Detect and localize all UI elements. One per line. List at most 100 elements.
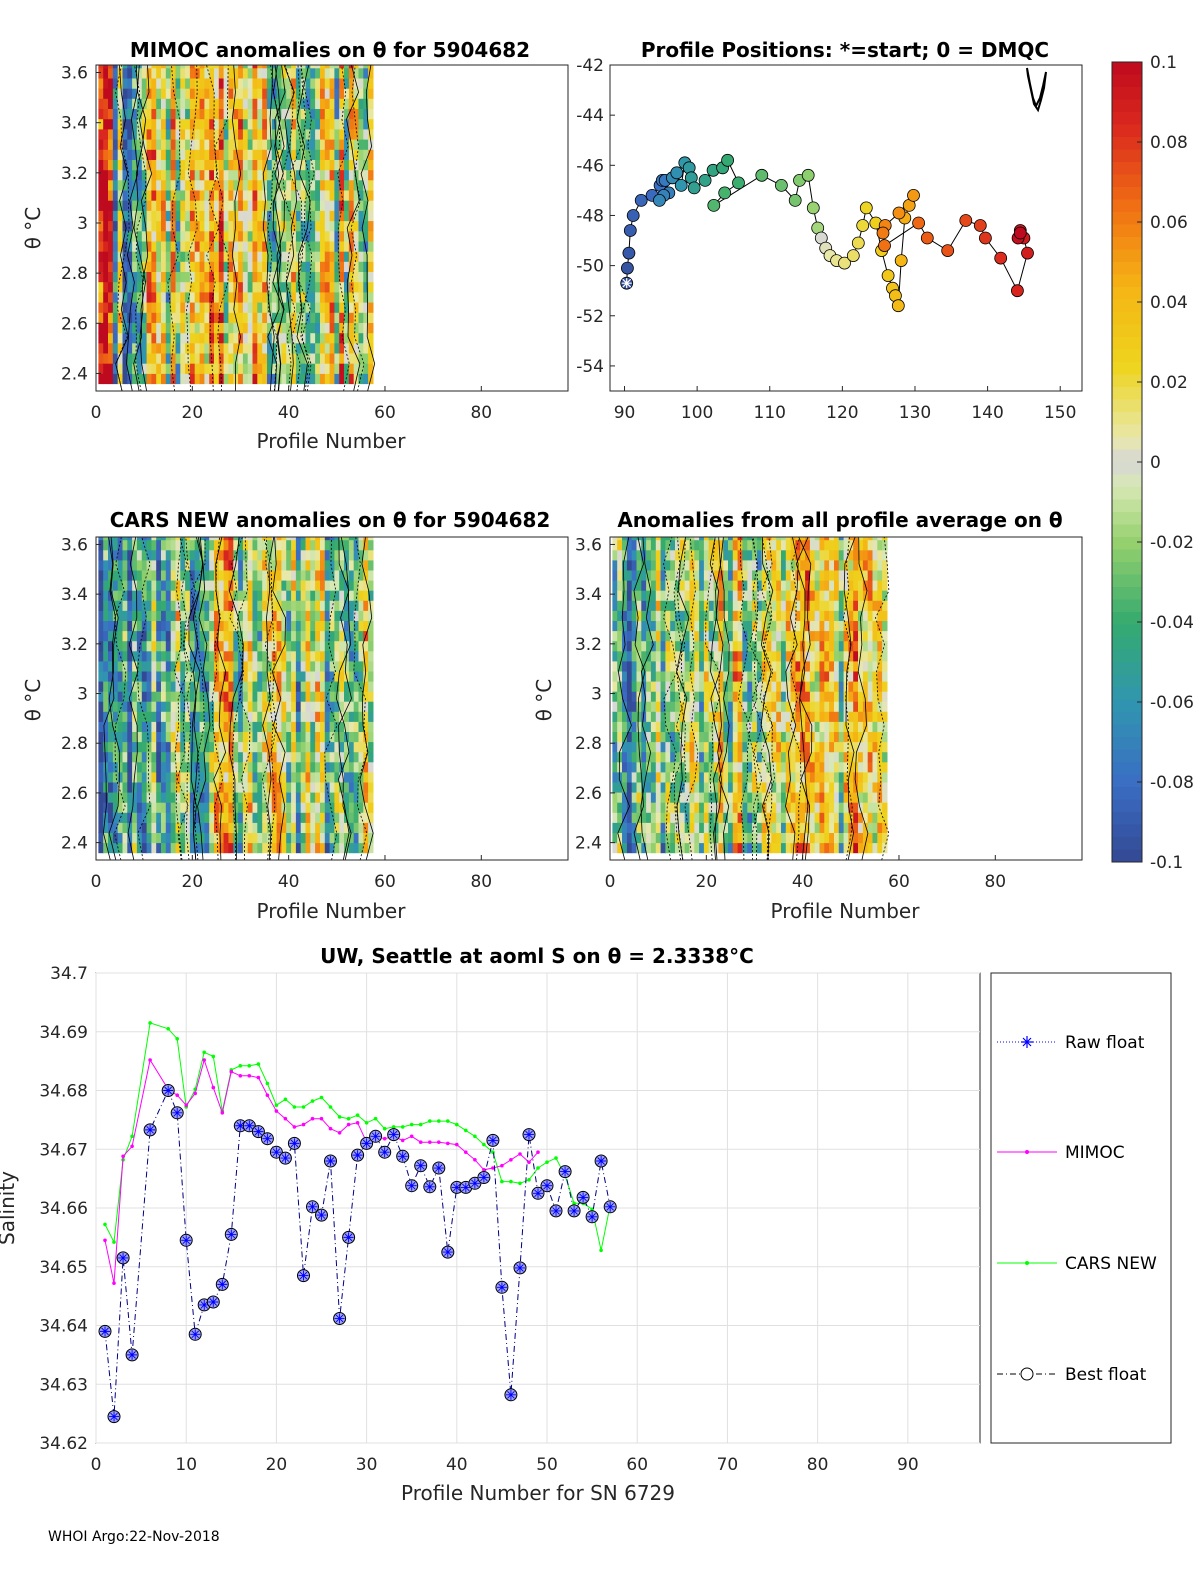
heat-cell bbox=[146, 88, 152, 99]
heat-cell bbox=[199, 650, 205, 662]
heat-cell bbox=[675, 569, 681, 581]
heat-cell bbox=[262, 332, 268, 344]
heat-cell bbox=[189, 842, 196, 854]
heat-cell bbox=[141, 630, 148, 642]
heat-cell bbox=[127, 281, 133, 293]
heat-cell bbox=[300, 261, 307, 272]
heat-cell bbox=[286, 539, 292, 551]
heat-cell bbox=[122, 559, 128, 571]
heat-cell bbox=[180, 569, 186, 581]
heat-cell bbox=[334, 590, 340, 601]
heat-cell bbox=[300, 731, 307, 743]
heat-cell bbox=[185, 149, 191, 160]
heat-cell bbox=[141, 139, 148, 150]
heat-cell bbox=[368, 640, 374, 652]
heat-cell bbox=[199, 761, 205, 773]
heat-cell bbox=[348, 261, 355, 272]
heat-cell bbox=[170, 88, 177, 99]
heat-cell bbox=[165, 65, 172, 69]
heat-cell bbox=[98, 590, 104, 601]
heat-cell bbox=[214, 600, 220, 611]
heat-cell bbox=[98, 77, 104, 89]
heat-cell bbox=[708, 832, 715, 844]
heat-cell bbox=[98, 210, 104, 222]
heat-cell bbox=[252, 721, 258, 732]
heat-cell bbox=[708, 600, 715, 611]
heat-cell bbox=[276, 169, 282, 181]
heat-cell bbox=[761, 792, 768, 803]
heat-cell bbox=[353, 590, 360, 601]
heat-cell bbox=[324, 88, 331, 99]
heat-cell bbox=[214, 559, 220, 571]
colorbar-cell bbox=[1112, 449, 1142, 463]
heat-cell bbox=[761, 630, 768, 642]
heat-cell bbox=[257, 342, 263, 354]
heat-cell bbox=[156, 681, 162, 692]
heat-cell bbox=[228, 792, 234, 803]
heat-cell bbox=[189, 98, 196, 109]
heat-cell bbox=[363, 220, 369, 232]
heat-cell bbox=[112, 322, 119, 334]
heat-cell bbox=[218, 559, 225, 571]
heat-cell bbox=[315, 539, 321, 551]
heat-cell bbox=[358, 792, 364, 803]
heat-cell bbox=[127, 363, 133, 374]
heat-cell bbox=[233, 373, 239, 385]
heat-cell bbox=[348, 731, 355, 743]
colorbar-tick-label: -0.08 bbox=[1150, 773, 1194, 793]
heat-cell bbox=[223, 620, 229, 632]
heat-cell bbox=[199, 600, 205, 611]
heat-cell bbox=[353, 261, 360, 272]
heat-cell bbox=[127, 149, 133, 160]
heat-cell bbox=[320, 261, 326, 272]
heat-cell bbox=[324, 822, 331, 833]
heat-cell bbox=[713, 630, 719, 642]
x-tick-label: 20 bbox=[182, 872, 204, 892]
heat-cell bbox=[747, 691, 753, 702]
heat-cell bbox=[295, 281, 302, 293]
heat-cell bbox=[257, 812, 263, 823]
heat-cell bbox=[136, 189, 143, 201]
profile-position bbox=[623, 224, 637, 237]
heat-cell bbox=[670, 771, 676, 783]
heat-cell bbox=[108, 322, 114, 334]
heat-cell bbox=[363, 620, 369, 632]
heat-cell bbox=[742, 701, 748, 712]
heat-cell bbox=[103, 149, 109, 160]
heat-cell bbox=[315, 179, 321, 191]
heat-cell bbox=[223, 210, 229, 222]
heat-cell bbox=[631, 569, 638, 581]
heat-cell bbox=[132, 332, 138, 344]
heat-cell bbox=[151, 302, 157, 313]
heat-cell bbox=[612, 691, 618, 702]
heat-cell bbox=[300, 251, 307, 262]
heat-cell bbox=[622, 792, 628, 803]
heat-cell bbox=[185, 118, 191, 130]
heat-cell bbox=[199, 832, 205, 844]
heat-cell bbox=[622, 721, 628, 732]
heat-cell bbox=[242, 549, 249, 561]
heat-cell bbox=[756, 691, 763, 702]
heat-cell bbox=[98, 822, 104, 833]
heat-cell bbox=[228, 312, 234, 323]
heat-cell bbox=[175, 302, 181, 313]
heat-cell bbox=[271, 128, 278, 140]
heat-cell bbox=[161, 630, 167, 642]
profile-position bbox=[846, 249, 860, 263]
heat-cell bbox=[737, 781, 743, 793]
heat-cell bbox=[170, 630, 177, 642]
heat-cell bbox=[262, 291, 268, 303]
heat-cell bbox=[262, 261, 268, 272]
heat-cell bbox=[218, 363, 225, 374]
heat-cell bbox=[189, 281, 196, 293]
heat-cell bbox=[358, 650, 364, 662]
heat-cell bbox=[732, 812, 739, 823]
contour-line bbox=[236, 537, 251, 860]
heat-cell bbox=[286, 65, 292, 69]
heat-cell bbox=[122, 741, 128, 753]
heat-cell bbox=[747, 802, 753, 813]
heat-cell bbox=[315, 792, 321, 803]
heat-cell bbox=[742, 660, 748, 672]
heat-cell bbox=[291, 681, 297, 692]
heat-cell bbox=[626, 580, 633, 591]
